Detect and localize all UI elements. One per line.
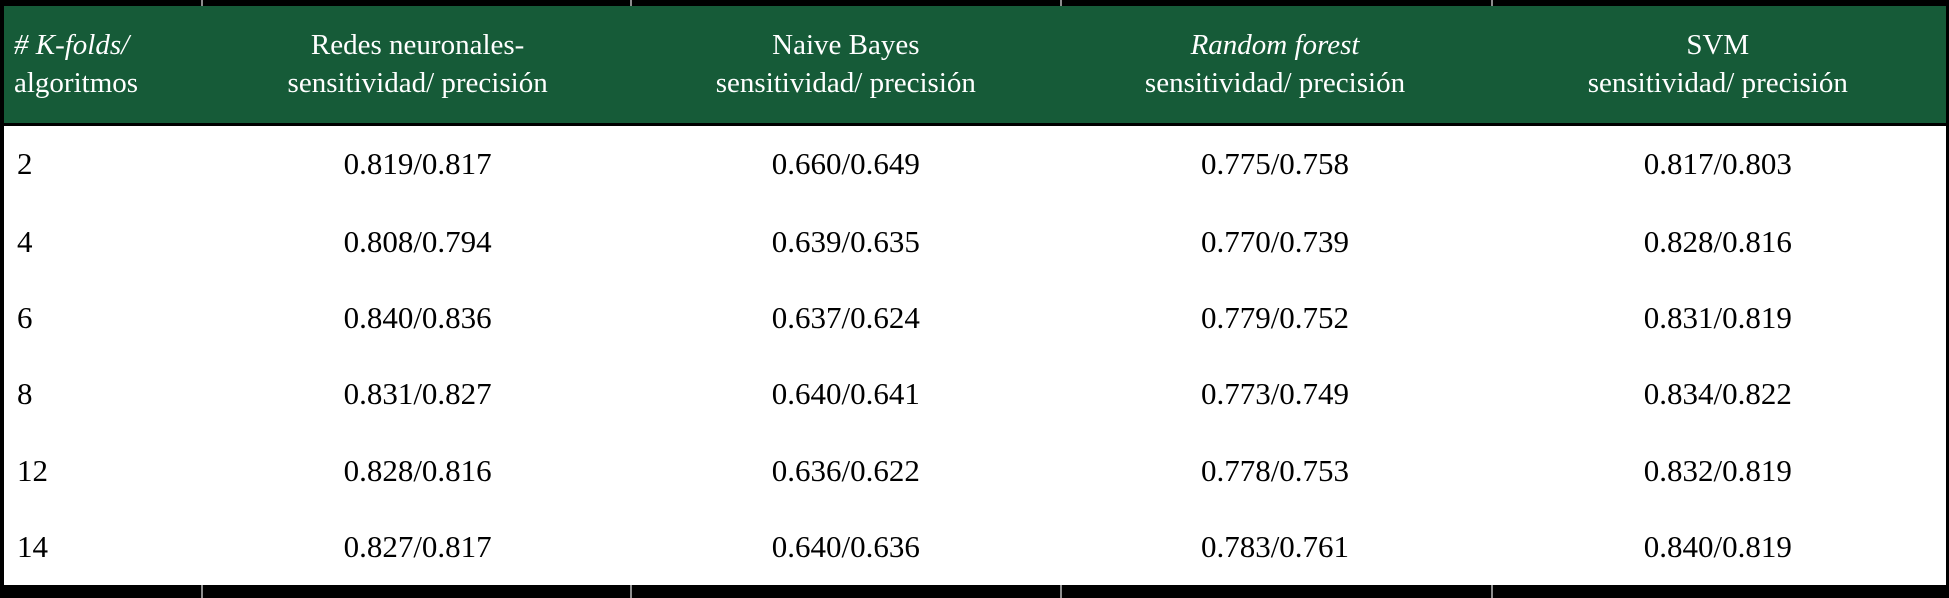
row-label-cell: 14 bbox=[4, 508, 205, 585]
table-header-row: # K-folds/ algoritmos Redes neuronales- … bbox=[4, 6, 1946, 126]
value-cell: 0.827/0.817 bbox=[204, 508, 632, 585]
row-label-cell: 4 bbox=[4, 203, 205, 280]
column-divider-tick bbox=[200, 585, 203, 598]
row-label-cell: 8 bbox=[4, 356, 205, 433]
column-divider-tick bbox=[200, 0, 203, 6]
header-algoritmos-label: algoritmos bbox=[14, 67, 139, 100]
value-cell: 0.832/0.819 bbox=[1489, 432, 1946, 509]
value-cell: 0.831/0.819 bbox=[1489, 279, 1946, 357]
header-cell-random-forest: Random forest sensitividad/ precisión bbox=[1060, 6, 1490, 126]
row-label-cell: 12 bbox=[4, 432, 205, 509]
header-cell-naive-bayes: Naive Bayes sensitividad/ precisión bbox=[631, 6, 1061, 126]
value-cell: 0.819/0.817 bbox=[204, 124, 632, 204]
value-cell: 0.817/0.803 bbox=[1489, 124, 1946, 204]
table-body: 2 0.819/0.817 0.660/0.649 0.775/0.758 0.… bbox=[4, 124, 1946, 585]
value-cell: 0.637/0.624 bbox=[631, 279, 1061, 357]
table-left-border bbox=[0, 0, 4, 598]
column-divider-tick bbox=[1060, 585, 1063, 598]
table-header: # K-folds/ algoritmos Redes neuronales- … bbox=[4, 6, 1946, 126]
value-cell: 0.770/0.739 bbox=[1060, 203, 1490, 280]
table-top-border bbox=[0, 0, 1949, 6]
column-divider-tick bbox=[1490, 0, 1493, 6]
value-cell: 0.834/0.822 bbox=[1489, 356, 1946, 433]
table-row: 2 0.819/0.817 0.660/0.649 0.775/0.758 0.… bbox=[4, 124, 1946, 204]
column-divider-tick bbox=[629, 585, 632, 598]
column-divider-tick bbox=[1490, 585, 1493, 598]
value-cell: 0.640/0.641 bbox=[631, 356, 1061, 433]
header-svm-metrics: sensitividad/ precisión bbox=[1587, 67, 1848, 100]
row-label-cell: 6 bbox=[4, 279, 205, 357]
row-label-cell: 2 bbox=[4, 124, 205, 204]
value-cell: 0.840/0.836 bbox=[204, 279, 632, 357]
value-cell: 0.639/0.635 bbox=[631, 203, 1061, 280]
value-cell: 0.828/0.816 bbox=[204, 432, 632, 509]
value-cell: 0.831/0.827 bbox=[204, 356, 632, 433]
value-cell: 0.773/0.749 bbox=[1060, 356, 1490, 433]
header-naive-bayes-metrics: sensitividad/ precisión bbox=[715, 67, 976, 100]
table-row: 4 0.808/0.794 0.639/0.635 0.770/0.739 0.… bbox=[4, 203, 1946, 280]
value-cell: 0.828/0.816 bbox=[1489, 203, 1946, 280]
column-divider-tick bbox=[629, 0, 632, 6]
value-cell: 0.778/0.753 bbox=[1060, 432, 1490, 509]
value-cell: 0.636/0.622 bbox=[631, 432, 1061, 509]
value-cell: 0.783/0.761 bbox=[1060, 508, 1490, 585]
header-naive-bayes-name: Naive Bayes bbox=[772, 29, 920, 62]
header-cell-kfolds-algoritmos: # K-folds/ algoritmos bbox=[4, 6, 205, 126]
column-divider-tick bbox=[1060, 0, 1063, 6]
table-right-border bbox=[1946, 0, 1949, 598]
table-row: 6 0.840/0.836 0.637/0.624 0.779/0.752 0.… bbox=[4, 279, 1946, 357]
header-random-forest-name: Random forest bbox=[1190, 29, 1360, 62]
header-kfolds-label: # K-folds/ bbox=[14, 29, 130, 62]
header-svm-name: SVM bbox=[1686, 29, 1750, 62]
header-cell-svm: SVM sensitividad/ precisión bbox=[1489, 6, 1946, 126]
header-redes-neuronales-metrics: sensitividad/ precisión bbox=[287, 67, 548, 100]
header-cell-redes-neuronales: Redes neuronales- sensitividad/ precisió… bbox=[204, 6, 632, 126]
value-cell: 0.660/0.649 bbox=[631, 124, 1061, 204]
table-row: 14 0.827/0.817 0.640/0.636 0.783/0.761 0… bbox=[4, 508, 1946, 585]
value-cell: 0.808/0.794 bbox=[204, 203, 632, 280]
value-cell: 0.779/0.752 bbox=[1060, 279, 1490, 357]
header-redes-neuronales-name: Redes neuronales- bbox=[310, 29, 525, 62]
table-row: 8 0.831/0.827 0.640/0.641 0.773/0.749 0.… bbox=[4, 356, 1946, 433]
table-row: 12 0.828/0.816 0.636/0.622 0.778/0.753 0… bbox=[4, 432, 1946, 509]
kfolds-results-table: # K-folds/ algoritmos Redes neuronales- … bbox=[4, 6, 1946, 585]
value-cell: 0.840/0.819 bbox=[1489, 508, 1946, 585]
value-cell: 0.775/0.758 bbox=[1060, 124, 1490, 204]
header-random-forest-metrics: sensitividad/ precisión bbox=[1144, 67, 1406, 100]
table-bottom-border bbox=[0, 585, 1949, 598]
value-cell: 0.640/0.636 bbox=[631, 508, 1061, 585]
